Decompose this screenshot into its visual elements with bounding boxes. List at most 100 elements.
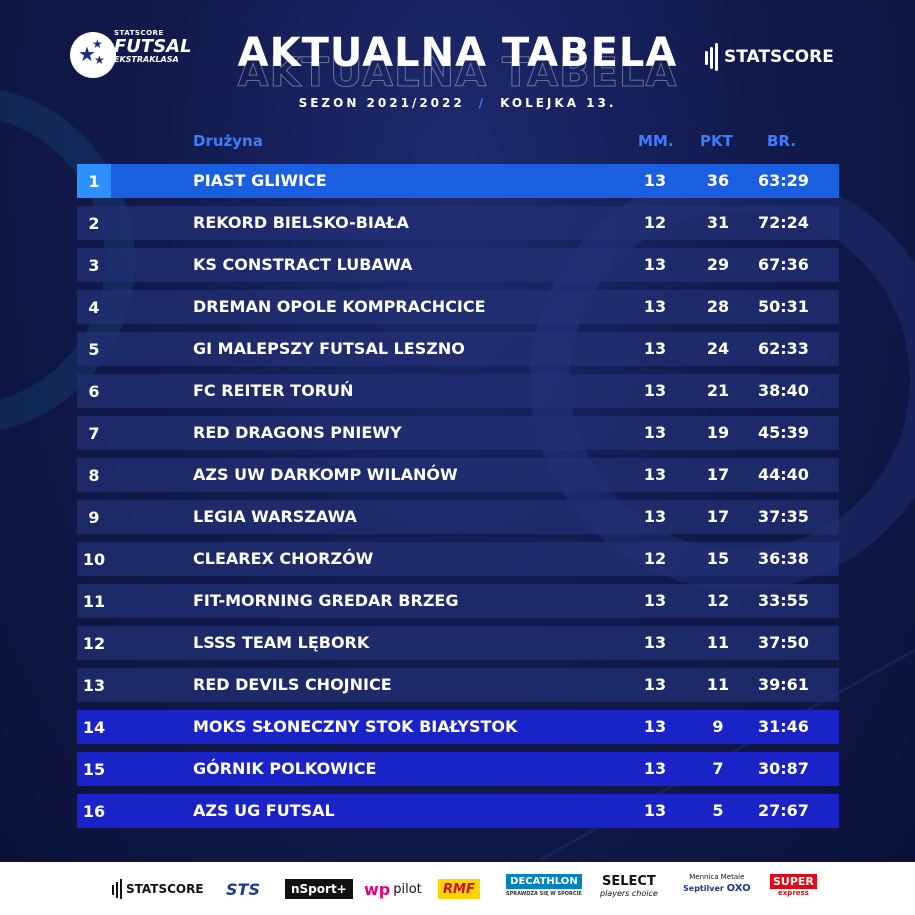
col-pkt: PKT [700,132,733,150]
sponsor-decathlon: DECATHLON SPRAWDZA SIĘ W SPORCIE [506,874,582,897]
col-mm: MM. [638,132,674,150]
table-row: 15 GÓRNIK POLKOWICE 13 7 30:87 [77,752,839,786]
table-row: 13 RED DEVILS CHOJNICE 13 11 39:61 [77,668,839,702]
row-points: 7 [712,759,724,778]
row-goals: 39:61 [758,675,809,694]
row-position: 4 [88,297,100,317]
sponsor-wp-pilot: wp pilot [364,879,422,899]
star-icon: ★ [92,37,103,51]
table-header: Drużyna MM. PKT BR. [0,128,915,154]
row-team: CLEAREX CHORZÓW [193,549,374,568]
row-goals: 63:29 [758,171,809,190]
row-position: 15 [77,752,111,786]
row-team: PIAST GLIWICE [193,171,327,190]
statscore-logo-icon [112,879,122,899]
row-points: 17 [706,465,730,484]
row-position: 12 [82,633,106,653]
row-position: 6 [88,381,100,401]
row-position: 13 [82,675,106,695]
row-matches: 13 [643,381,667,400]
logo-badge: ★ ★ ★ [70,32,116,78]
sponsor-mennica: Mennica Metale Septilver OXO [683,873,751,894]
sponsor-statscore: STATSCORE [112,876,204,902]
row-matches: 13 [643,465,667,484]
row-team: FC REITER TORUŃ [193,381,354,400]
season-label: SEZON 2021/2022 [298,96,465,110]
star-icon: ★ [94,53,105,67]
table-row: 12 LSSS TEAM LĘBORK 13 11 37:50 [77,626,839,660]
row-matches: 13 [643,801,667,820]
row-points: 9 [712,717,724,736]
row-matches: 12 [643,549,667,568]
row-points: 12 [706,591,730,610]
row-position: 5 [88,339,100,359]
row-matches: 13 [643,297,667,316]
row-team: RED DEVILS CHOJNICE [193,675,392,694]
row-points: 11 [706,633,730,652]
row-team: RED DRAGONS PNIEWY [193,423,402,442]
row-points: 11 [706,675,730,694]
row-team: AZS UG FUTSAL [193,801,335,820]
table-row: 3 KS CONSTRACT LUBAWA 13 29 67:36 [77,248,839,282]
sponsor-nsport: nSport+ [285,879,353,899]
row-points: 15 [706,549,730,568]
row-position: 2 [88,213,100,233]
row-goals: 67:36 [758,255,809,274]
row-team: GI MALEPSZY FUTSAL LESZNO [193,339,465,358]
row-position: 11 [82,591,106,611]
sponsor-bar: STATSCORE STS nSport+ wp pilot RMF DECAT… [0,862,915,915]
row-goals: 36:38 [758,549,809,568]
sponsor-rmf: RMF [438,879,480,899]
row-goals: 45:39 [758,423,809,442]
row-position: 16 [77,794,111,828]
row-goals: 33:55 [758,591,809,610]
row-position: 9 [88,507,100,527]
row-matches: 13 [643,339,667,358]
row-goals: 38:40 [758,381,809,400]
row-points: 36 [706,171,730,190]
round-label: KOLEJKA 13. [500,96,617,110]
logo-sub: EKSTRAKLASA [114,55,179,64]
table-row: 14 MOKS SŁONECZNY STOK BIAŁYSTOK 13 9 31:46 [77,710,839,744]
col-br: BR. [767,132,796,150]
row-position: 8 [88,465,100,485]
row-goals: 72:24 [758,213,809,232]
row-matches: 13 [643,759,667,778]
table-row: 2 REKORD BIELSKO-BIAŁA 12 31 72:24 [77,206,839,240]
row-matches: 13 [643,423,667,442]
row-points: 5 [712,801,724,820]
table-row: 7 RED DRAGONS PNIEWY 13 19 45:39 [77,416,839,450]
logo-big: FUTSAL [114,36,192,57]
table-row: 16 AZS UG FUTSAL 13 5 27:67 [77,794,839,828]
row-team: FIT-MORNING GREDAR BRZEG [193,591,459,610]
row-goals: 31:46 [758,717,809,736]
row-team: DREMAN OPOLE KOMPRACHCICE [193,297,486,316]
row-points: 24 [706,339,730,358]
row-matches: 13 [643,591,667,610]
row-team: LSSS TEAM LĘBORK [193,633,370,652]
row-matches: 13 [643,171,667,190]
table-row: 4 DREMAN OPOLE KOMPRACHCICE 13 28 50:31 [77,290,839,324]
sponsor-super-express: SUPER express [770,874,817,904]
logo-small: STATSCORE [114,29,164,37]
brand-text: STATSCORE [724,47,834,67]
row-goals: 30:87 [758,759,809,778]
row-team: AZS UW DARKOMP WILANÓW [193,465,458,484]
row-goals: 50:31 [758,297,809,316]
star-icon: ★ [78,42,96,66]
row-points: 19 [706,423,730,442]
table-row: 5 GI MALEPSZY FUTSAL LESZNO 13 24 62:33 [77,332,839,366]
table-row: 8 AZS UW DARKOMP WILANÓW 13 17 44:40 [77,458,839,492]
table-row: 6 FC REITER TORUŃ 13 21 38:40 [77,374,839,408]
row-position: 1 [77,164,111,198]
standings-table: 1 PIAST GLIWICE 13 36 63:29 2 REKORD BIELSKO-B… [77,164,839,836]
page-title: AKTUALNA TABELA [237,30,678,76]
row-position: 10 [82,549,106,569]
row-matches: 13 [643,633,667,652]
row-matches: 13 [643,255,667,274]
row-goals: 37:35 [758,507,809,526]
row-points: 29 [706,255,730,274]
row-matches: 12 [643,213,667,232]
row-team: LEGIA WARSZAWA [193,507,357,526]
table-row: 9 LEGIA WARSZAWA 13 17 37:35 [77,500,839,534]
